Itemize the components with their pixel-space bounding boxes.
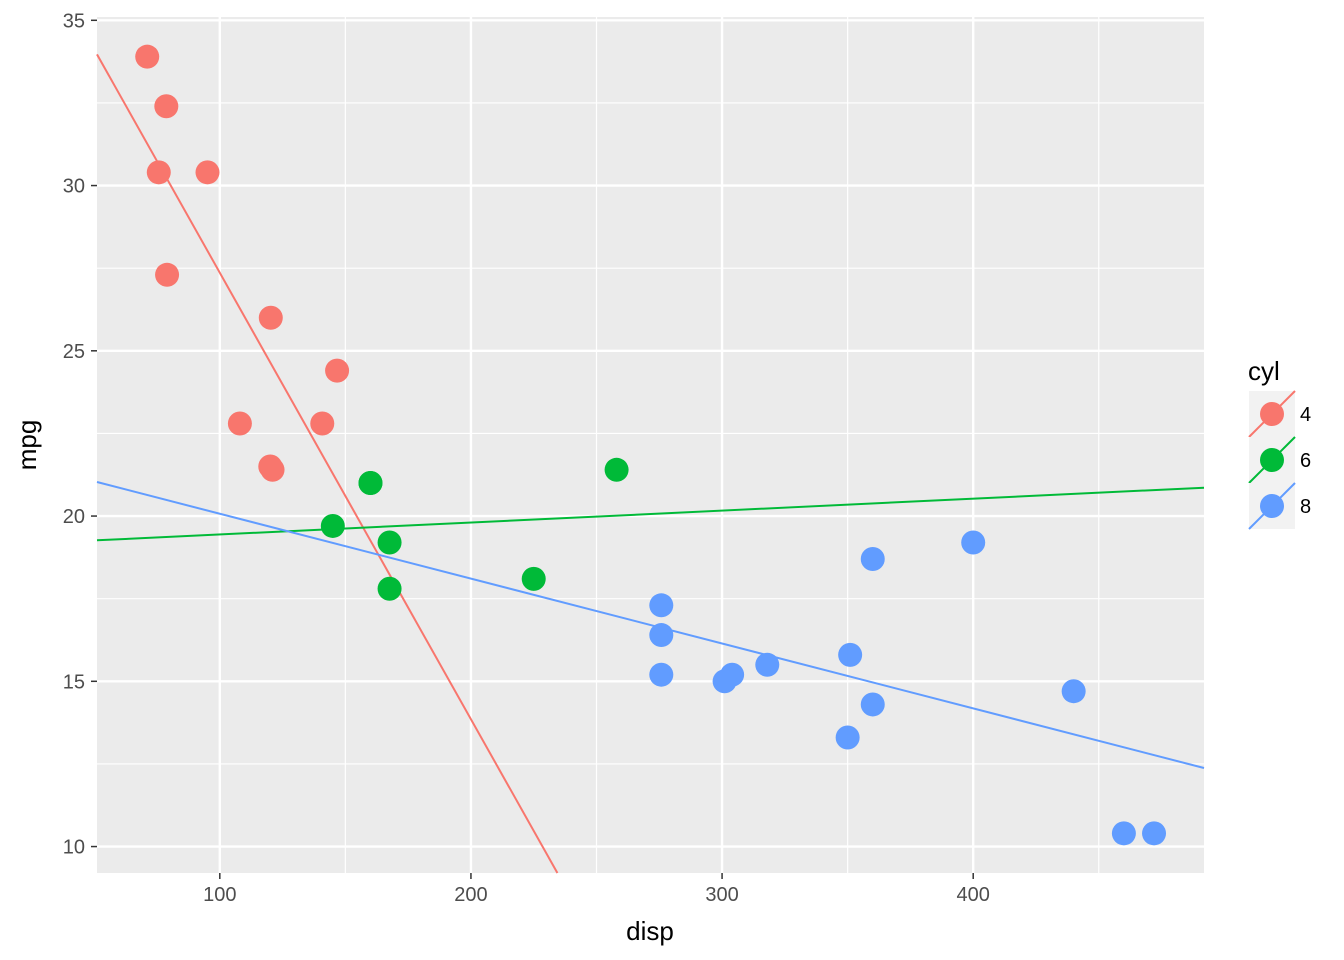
x-tick-label: 300 bbox=[705, 884, 738, 906]
legend-key-point bbox=[1260, 448, 1284, 472]
y-tick-label: 15 bbox=[63, 671, 85, 693]
minor-gridlines bbox=[97, 17, 1204, 873]
x-tick-label: 400 bbox=[957, 884, 990, 906]
trend-line-cyl-8 bbox=[96, 481, 1205, 769]
data-point-cyl-8 bbox=[649, 662, 674, 687]
data-point-cyl-8 bbox=[835, 725, 860, 750]
data-point-cyl-8 bbox=[961, 530, 986, 555]
data-point-cyl-4 bbox=[260, 457, 285, 482]
y-tick-label: 30 bbox=[63, 176, 85, 198]
data-point-cyl-8 bbox=[712, 669, 737, 694]
data-point-cyl-6 bbox=[320, 513, 345, 538]
x-tick-label: 200 bbox=[454, 884, 487, 906]
data-point-cyl-4 bbox=[155, 262, 180, 287]
x-axis-title: disp bbox=[626, 916, 674, 946]
data-point-cyl-8 bbox=[1061, 679, 1086, 704]
data-point-cyl-8 bbox=[1142, 821, 1167, 846]
data-point-cyl-4 bbox=[258, 305, 283, 330]
y-tick-label: 25 bbox=[63, 341, 85, 363]
x-axis: 100 200 300 400 bbox=[203, 873, 990, 906]
legend-label: 6 bbox=[1300, 450, 1311, 472]
data-point-cyl-4 bbox=[227, 411, 252, 436]
data-point-cyl-8 bbox=[838, 642, 863, 667]
y-axis-title: mpg bbox=[12, 420, 42, 471]
data-point-cyl-6 bbox=[377, 530, 402, 555]
legend: cyl 4 6 8 bbox=[1248, 356, 1311, 530]
data-point-cyl-4 bbox=[325, 358, 350, 383]
legend-label: 8 bbox=[1300, 496, 1311, 518]
legend-key-point bbox=[1260, 494, 1284, 518]
trend-line-cyl-6 bbox=[96, 486, 1205, 542]
legend-label: 4 bbox=[1300, 404, 1311, 426]
y-tick-label: 35 bbox=[63, 10, 85, 32]
data-point-cyl-8 bbox=[649, 593, 674, 618]
data-point-cyl-6 bbox=[604, 457, 629, 482]
x-tick-label: 100 bbox=[203, 884, 236, 906]
plot-panel bbox=[97, 17, 1204, 873]
y-tick-label: 10 bbox=[63, 837, 85, 859]
y-axis: 10 15 20 25 30 35 bbox=[63, 10, 97, 859]
data-point-cyl-6 bbox=[358, 471, 383, 496]
data-point-cyl-8 bbox=[860, 547, 885, 572]
data-points bbox=[135, 44, 1167, 846]
data-point-cyl-4 bbox=[195, 160, 220, 185]
data-point-cyl-4 bbox=[135, 44, 160, 69]
data-point-cyl-6 bbox=[377, 576, 402, 601]
legend-title: cyl bbox=[1248, 356, 1280, 386]
trend-lines bbox=[96, 53, 1205, 874]
data-point-cyl-8 bbox=[860, 692, 885, 717]
major-gridlines bbox=[97, 17, 1204, 873]
y-tick-label: 20 bbox=[63, 506, 85, 528]
data-point-cyl-8 bbox=[755, 652, 780, 677]
legend-key-point bbox=[1260, 402, 1284, 426]
data-point-cyl-4 bbox=[154, 94, 179, 119]
data-point-cyl-8 bbox=[649, 623, 674, 648]
data-point-cyl-6 bbox=[521, 566, 546, 591]
data-point-cyl-4 bbox=[310, 411, 335, 436]
data-point-cyl-8 bbox=[1111, 821, 1136, 846]
trend-line-cyl-4 bbox=[96, 53, 559, 874]
data-point-cyl-4 bbox=[146, 160, 171, 185]
